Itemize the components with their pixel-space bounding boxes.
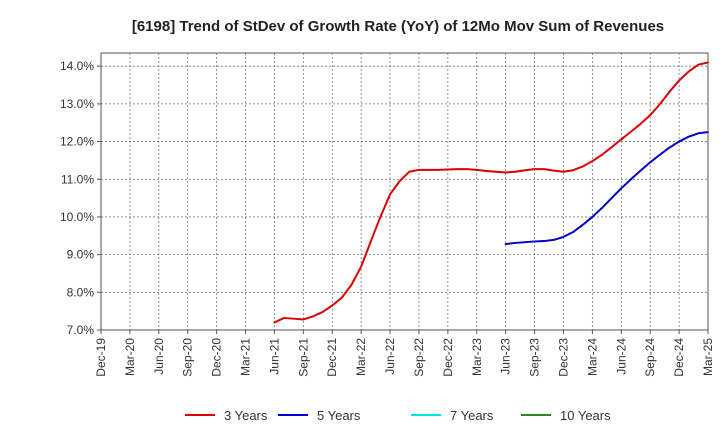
y-tick-label: 14.0% [60, 59, 94, 73]
x-tick-label: Mar-21 [239, 338, 253, 376]
x-tick-label: Jun-23 [499, 338, 513, 375]
series-line-3-years [273, 61, 709, 324]
x-tick-label: Jun-21 [267, 338, 281, 375]
y-tick-label: 13.0% [60, 97, 94, 111]
y-tick-label: 12.0% [60, 135, 94, 149]
x-tick-label: Sep-20 [181, 338, 195, 377]
legend-label: 3 Years [224, 408, 268, 423]
x-tick-label: Mar-24 [585, 338, 599, 376]
plot-area [101, 53, 708, 330]
x-tick-label: Jun-22 [383, 338, 397, 375]
legend: 3 Years 5 Years 7 Years 10 Years [185, 408, 611, 423]
x-tick-label: Dec-22 [441, 338, 455, 377]
series-line-5-years [504, 131, 709, 246]
x-tick-label: Sep-24 [643, 338, 657, 377]
series-layer [273, 61, 709, 324]
x-tick-label: Mar-22 [354, 338, 368, 376]
x-tick-label: Jun-20 [152, 338, 166, 375]
x-tick-label: Dec-20 [210, 338, 224, 377]
x-tick-label: Dec-19 [94, 338, 108, 377]
x-tick-label: Sep-23 [528, 338, 542, 377]
legend-label: 7 Years [450, 408, 494, 423]
x-axis: Dec-19 Mar-20 Jun-20 Sep-20 Dec-20 Mar-21 Jun-… [94, 330, 715, 377]
x-tick-label: Mar-23 [470, 338, 484, 376]
y-tick-label: 11.0% [61, 172, 94, 186]
y-axis: 7.0% 8.0% 9.0% 10.0% 11.0% 12.0% 13.0% 14.0% [60, 59, 101, 337]
y-tick-label: 9.0% [67, 248, 95, 262]
legend-label: 5 Years [317, 408, 361, 423]
y-tick-label: 7.0% [67, 323, 95, 337]
x-tick-label: Dec-24 [672, 338, 686, 377]
x-tick-label: Sep-21 [296, 338, 310, 377]
x-tick-label: Dec-23 [556, 338, 570, 377]
x-tick-label: Sep-22 [412, 338, 426, 377]
y-tick-label: 10.0% [60, 210, 94, 224]
x-tick-label: Mar-20 [123, 338, 137, 376]
chart-title: [6198] Trend of StDev of Growth Rate (Yo… [132, 18, 664, 35]
x-tick-label: Mar-25 [701, 338, 715, 376]
x-tick-label: Dec-21 [325, 338, 339, 377]
plot-frame [100, 52, 709, 331]
x-tick-label: Jun-24 [614, 338, 628, 375]
y-tick-label: 8.0% [67, 285, 95, 299]
legend-label: 10 Years [560, 408, 611, 423]
